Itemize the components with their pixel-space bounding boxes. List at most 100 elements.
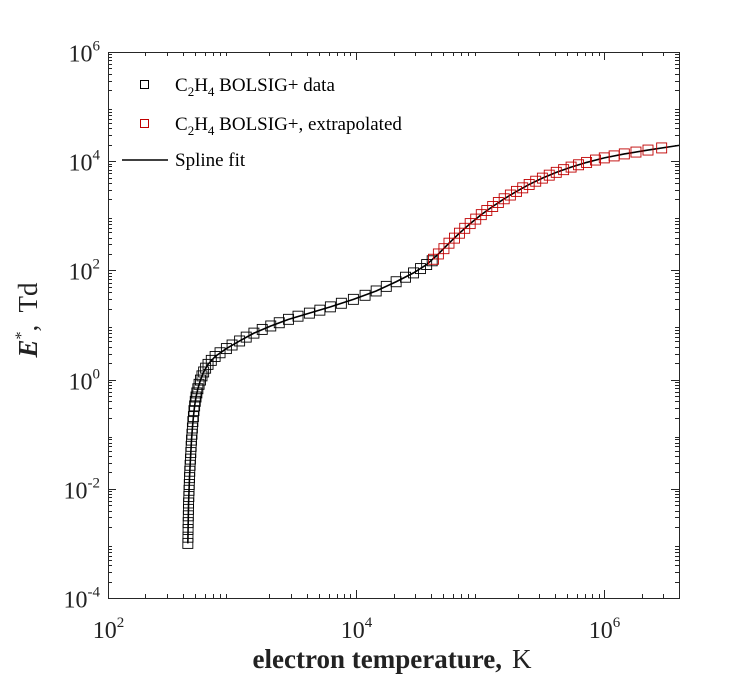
data-point [183,479,195,490]
data-point [182,537,194,549]
data-point [187,411,199,423]
x-tick-label-exponent: 2 [117,615,125,631]
data-point [630,146,642,158]
data-point [220,343,232,355]
data-point [303,307,315,319]
data-point [256,323,268,335]
data-point [581,156,593,168]
data-point [182,517,194,529]
data-point [523,179,535,190]
data-point [193,378,205,390]
data-point [185,440,197,452]
data-point [186,422,198,434]
data-point [182,503,194,515]
data-point [198,366,210,378]
data-point [464,218,476,230]
data-point [618,148,630,160]
legend-marker-extrapolated [140,119,149,128]
legend-extrap-sub2: 4 [208,123,215,138]
y-axis-label-symbol: E [13,340,43,359]
y-tick-label-exponent: 2 [93,257,101,273]
data-point [185,447,197,459]
data-point [226,339,238,351]
data-point [183,484,195,496]
series-data [182,255,438,549]
legend-marker-data [140,80,149,89]
data-point [200,362,212,374]
data-point [184,472,195,484]
legend-data-h: H [194,75,208,96]
data-point [196,370,208,382]
data-point [536,172,548,184]
data-point [283,313,294,325]
x-axis-label-unit: K [512,644,532,674]
data-point [359,289,371,301]
legend: C2H4 BOLSIG+ data C2H4 BOLSIG+, extrapol… [122,75,402,171]
data-point [184,465,196,477]
legend-extrap-sub1: 2 [188,123,195,138]
y-tick-label-exponent: 0 [93,367,101,383]
y-tick-label: 10-2 [64,476,101,505]
data-point [656,142,668,154]
y-tick-label-exponent: -4 [88,585,101,601]
y-tick-label-base: 10 [69,151,93,177]
y-axis-label: E*, Td [13,282,43,359]
y-tick-label-exponent: -2 [88,476,101,492]
x-tick-label: 104 [341,615,373,644]
y-tick-label: 102 [69,257,101,286]
data-point [347,293,359,305]
data-point [498,193,510,205]
data-point [189,395,201,407]
data-point [511,185,522,197]
legend-label-extrapolated: C2H4 BOLSIG+, extrapolated [175,114,402,138]
y-tick-label: 100 [69,367,101,396]
data-point [390,276,402,288]
data-point [543,169,555,181]
legend-data-rest: BOLSIG+ data [214,75,335,96]
data-point [550,166,562,178]
data-point [487,201,499,212]
data-point [182,531,194,543]
data-point [415,263,426,275]
x-axis-label: electron temperature, K [253,644,532,674]
axis-ticks [108,52,680,599]
y-tick-label-base: 10 [64,479,88,505]
y-tick-label-base: 10 [69,260,93,286]
data-point [573,159,584,171]
data-point [335,297,347,309]
data-point [214,347,226,359]
data-point [475,209,487,221]
data-point [185,453,196,465]
x-axis-label-bold: electron temperature, [253,644,502,674]
data-point [517,182,529,194]
y-tick-label-base: 10 [64,588,88,614]
x-tick-label-base: 10 [589,618,613,644]
y-tick-label-base: 10 [69,370,93,396]
data-point [408,267,419,279]
data-point [192,383,204,395]
data-point [265,320,277,332]
data-point [504,189,516,201]
data-point [481,205,493,216]
legend-label-data: C2H4 BOLSIG+ data [175,75,335,99]
series-extrap [428,142,668,265]
data-point [194,374,206,386]
data-point [190,391,202,403]
data-point [642,144,654,156]
data-point [565,161,577,173]
y-axis-label-unit: Td [13,282,43,312]
series-fit-line [187,144,680,544]
y-tick-label: 106 [69,39,101,68]
data-point [186,428,198,440]
data-point [240,331,252,343]
data-point [205,354,217,366]
x-tick-label: 106 [589,615,621,644]
data-point [248,327,260,339]
data-point [470,213,482,225]
legend-data-c: C [175,75,188,96]
y-tick-label-exponent: 4 [93,148,101,164]
x-tick-label-exponent: 4 [365,615,373,631]
